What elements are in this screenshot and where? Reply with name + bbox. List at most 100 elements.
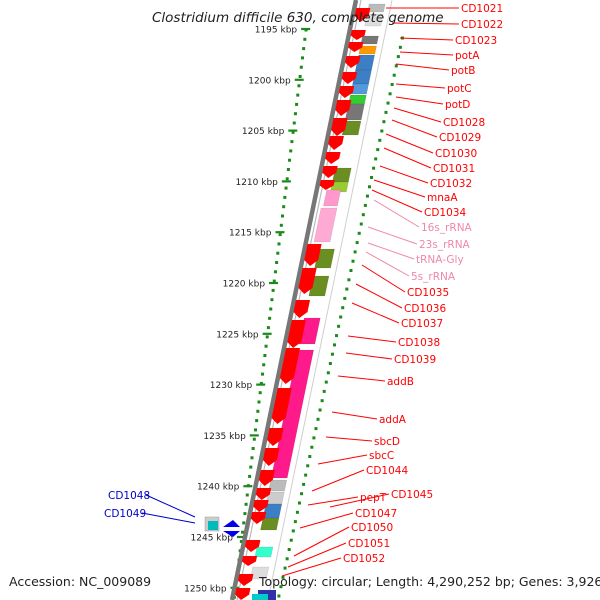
feature-label: CD1036 bbox=[404, 303, 446, 315]
scale-label: 1230 kbp bbox=[210, 381, 253, 391]
tick-dot bbox=[249, 465, 253, 469]
tick-dot bbox=[241, 530, 245, 534]
tick-dot bbox=[284, 186, 288, 190]
tick-dot bbox=[277, 242, 281, 246]
scale-label: 1210 kbp bbox=[235, 178, 278, 188]
tick-dot bbox=[374, 157, 378, 161]
label-leader bbox=[141, 512, 196, 524]
label-leader bbox=[379, 165, 429, 184]
tick-dot bbox=[264, 344, 268, 348]
tick-dot bbox=[281, 214, 285, 218]
tick-dot bbox=[291, 130, 295, 134]
cds-arrow bbox=[325, 152, 341, 164]
scale-label: 1195 kbp bbox=[255, 26, 298, 36]
feature-label: CD1049 bbox=[104, 508, 146, 520]
tick-dot bbox=[345, 287, 349, 291]
tick-dot bbox=[269, 307, 273, 311]
scale-label: 1240 kbp bbox=[197, 483, 240, 493]
feature-label: CD1035 bbox=[407, 287, 449, 299]
feature-label: addB bbox=[387, 376, 414, 388]
label-leader bbox=[373, 199, 420, 228]
tick-dot bbox=[265, 335, 269, 339]
label-leader bbox=[145, 494, 196, 518]
feature-tracks bbox=[204, 3, 386, 600]
tick-dot bbox=[347, 278, 351, 282]
cds-arrow bbox=[338, 86, 355, 98]
label-leader bbox=[355, 283, 403, 309]
tick-dot bbox=[332, 343, 336, 347]
feature-label: CD1022 bbox=[461, 19, 503, 31]
scale-label: 1250 kbp bbox=[184, 584, 227, 594]
feature-label: CD1052 bbox=[343, 553, 385, 565]
cds-arrow bbox=[267, 428, 284, 446]
cds-arrow bbox=[245, 540, 261, 552]
feature-label: CD1048 bbox=[108, 490, 150, 502]
tick-dot bbox=[365, 194, 369, 198]
cds-arrow bbox=[319, 180, 335, 190]
tick-dot bbox=[386, 101, 390, 105]
tick-dot bbox=[361, 213, 365, 217]
tick-dot bbox=[283, 566, 287, 570]
cds-arrow bbox=[331, 118, 348, 136]
label-leader bbox=[365, 251, 410, 277]
tick-dot bbox=[322, 389, 326, 393]
tick-dot bbox=[259, 381, 263, 385]
feature-label: 16s_rRNA bbox=[421, 222, 473, 234]
tick-dot bbox=[310, 445, 314, 449]
cds-arrow bbox=[262, 448, 280, 466]
tick-dot bbox=[292, 121, 296, 125]
tick-dot bbox=[372, 166, 376, 170]
tick-dot bbox=[295, 102, 299, 106]
label-leader bbox=[393, 107, 442, 123]
label-leader bbox=[395, 63, 450, 71]
tick-dot bbox=[255, 419, 259, 423]
label-leader bbox=[299, 512, 354, 529]
tick-dot bbox=[376, 148, 380, 152]
feature-label: CD1050 bbox=[351, 522, 393, 534]
tick-dot bbox=[330, 352, 334, 356]
feature-block bbox=[360, 35, 379, 45]
feature-label: CD1037 bbox=[401, 318, 443, 330]
label-leader bbox=[287, 542, 347, 568]
accession-text: Accession: NC_009089 bbox=[9, 574, 152, 589]
tick-dot bbox=[370, 176, 374, 179]
feature-label: CD1045 bbox=[391, 489, 433, 501]
feature-label: CD1031 bbox=[433, 163, 475, 175]
tick-dot bbox=[270, 298, 274, 302]
label-leader bbox=[373, 179, 426, 198]
tick-dot bbox=[243, 512, 247, 516]
tick-dot bbox=[349, 269, 353, 272]
tick-dot bbox=[298, 75, 302, 78]
tick-dot bbox=[276, 251, 280, 255]
cds-arrow bbox=[304, 244, 322, 266]
label-leader bbox=[347, 335, 397, 343]
label-leader bbox=[399, 37, 454, 41]
tick-dot bbox=[363, 203, 367, 207]
tick-dot bbox=[293, 112, 297, 116]
tick-dot bbox=[262, 363, 266, 367]
feature-label: potC bbox=[447, 83, 472, 95]
cds-arrow bbox=[235, 588, 251, 600]
feature-block bbox=[364, 13, 384, 27]
tick-dot bbox=[380, 129, 384, 133]
feature-label: addA bbox=[379, 414, 407, 426]
tick-dot bbox=[337, 324, 341, 328]
cds-arrow bbox=[250, 512, 267, 524]
tick-dot bbox=[378, 138, 382, 142]
tick-dot bbox=[242, 521, 246, 525]
tick-dot bbox=[266, 326, 270, 330]
feature-block bbox=[268, 479, 288, 492]
feature-label: CD1039 bbox=[394, 354, 436, 366]
tick-dot bbox=[286, 168, 290, 171]
tick-dot bbox=[263, 354, 267, 357]
feature-label: sbcD bbox=[374, 436, 400, 448]
cds-arrow bbox=[354, 8, 371, 22]
label-leader bbox=[367, 226, 418, 245]
track-edge bbox=[267, 0, 393, 600]
tick-dot bbox=[251, 447, 255, 450]
label-leader bbox=[329, 493, 390, 508]
tick-dot bbox=[244, 502, 248, 506]
tick-dot bbox=[293, 520, 297, 524]
label-leader bbox=[311, 469, 365, 492]
tick-dot bbox=[283, 195, 287, 199]
